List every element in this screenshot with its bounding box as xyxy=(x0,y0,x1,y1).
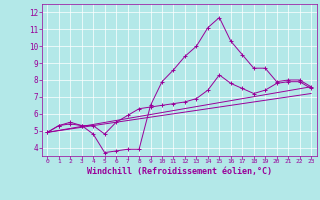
X-axis label: Windchill (Refroidissement éolien,°C): Windchill (Refroidissement éolien,°C) xyxy=(87,167,272,176)
